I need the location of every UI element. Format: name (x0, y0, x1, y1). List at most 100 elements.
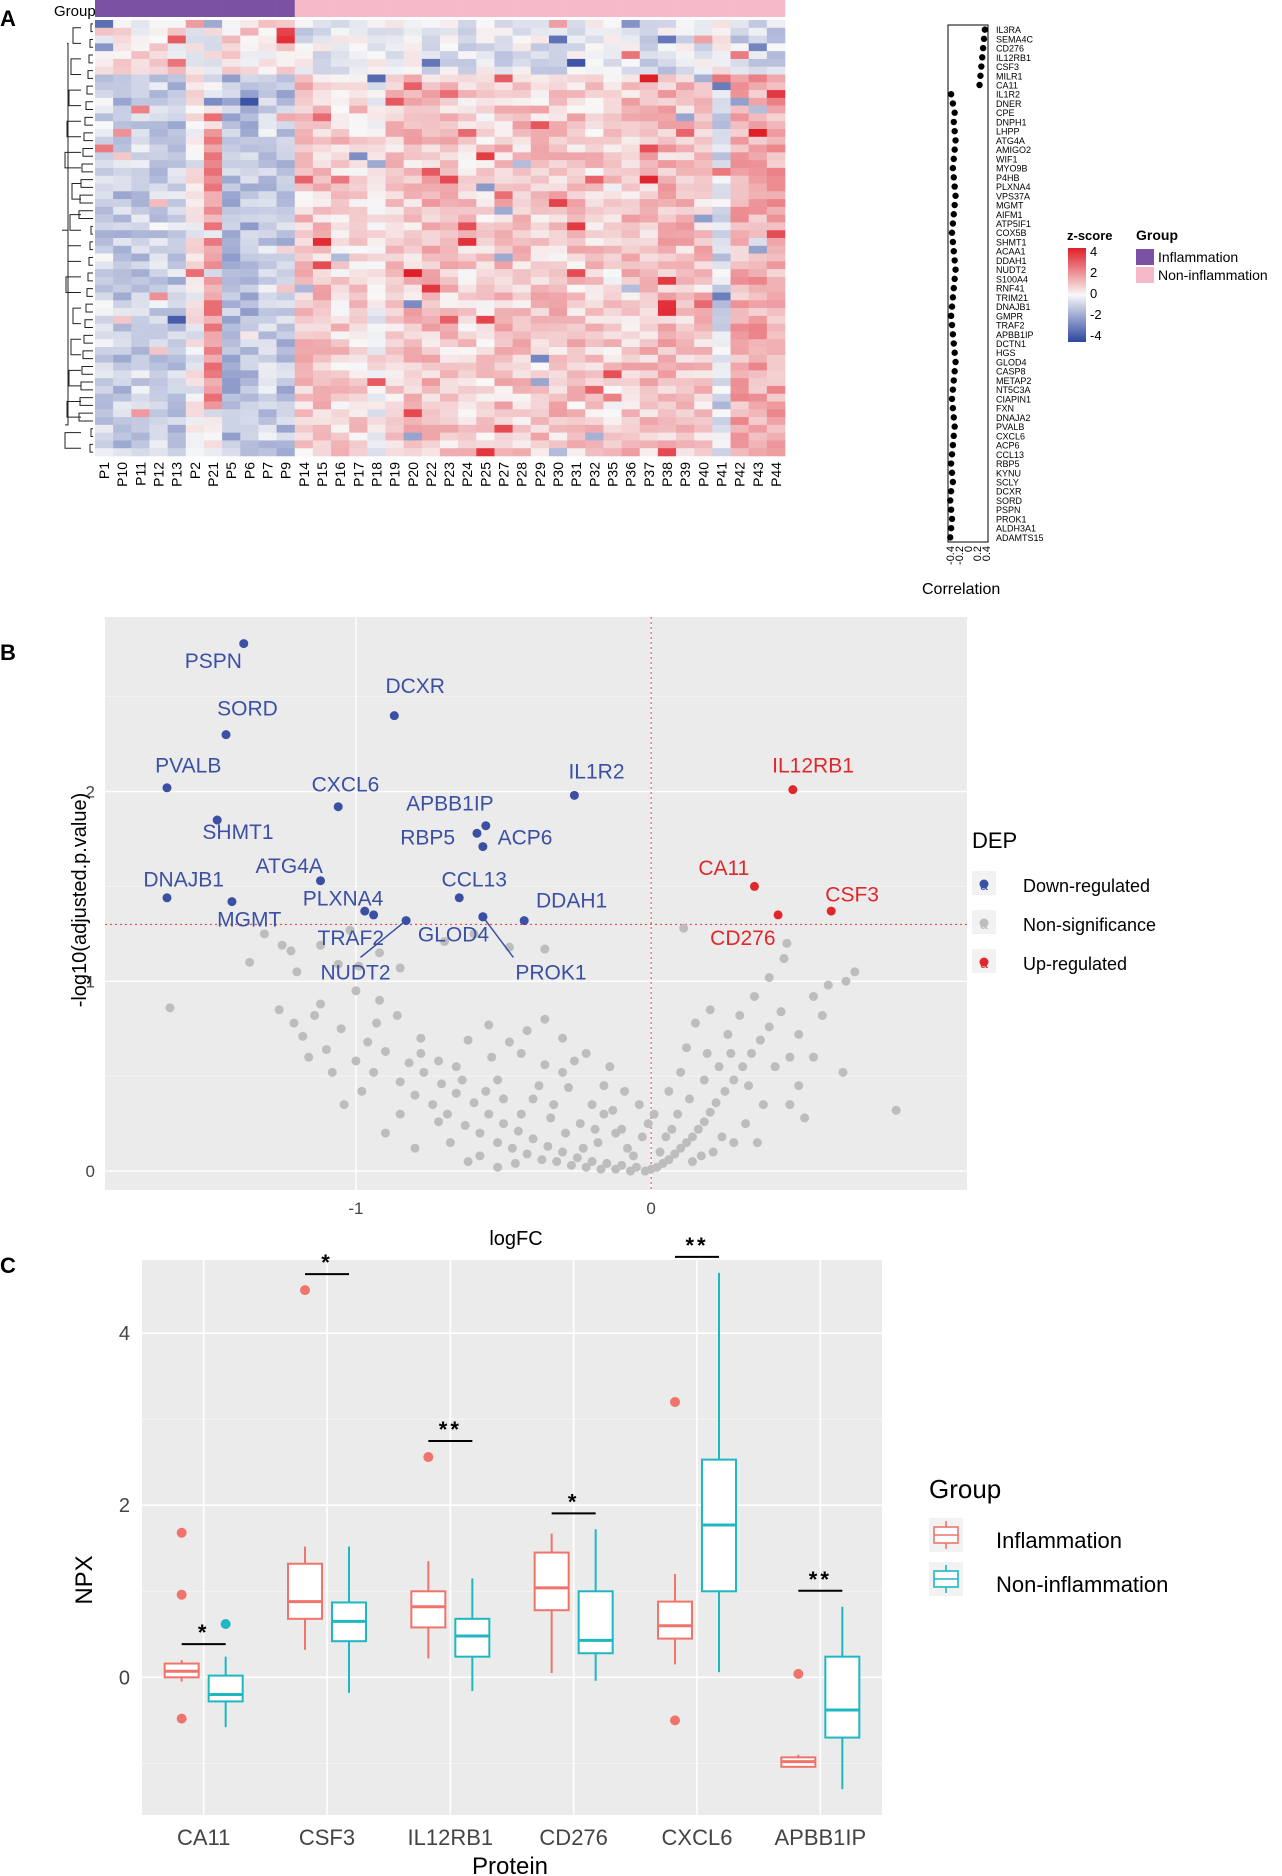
heatmap-cell (421, 121, 441, 130)
heatmap-cell (421, 230, 441, 239)
heatmap-cell (222, 417, 241, 426)
heatmap-cell (494, 331, 513, 340)
box-x-tick: CSF3 (299, 1825, 355, 1850)
heatmap-cell (530, 160, 550, 169)
heatmap-cell (603, 51, 622, 60)
dendrogram-branch (84, 319, 93, 329)
heatmap-cell (512, 191, 532, 200)
group-annotation-cell (203, 0, 223, 17)
heatmap-cell (95, 284, 114, 293)
volcano-point-ns (685, 1094, 695, 1104)
protein-label: CSF3 (996, 62, 1019, 72)
heatmap-cell (585, 424, 604, 433)
heatmap-cell (167, 401, 187, 410)
heatmap-cell (349, 97, 368, 106)
heatmap-cell (240, 401, 259, 410)
heatmap-cell (113, 230, 132, 239)
heatmap-cell (657, 401, 677, 410)
heatmap-cell (222, 199, 241, 208)
heatmap-cell (349, 362, 368, 371)
volcano-point-ns (304, 1052, 314, 1062)
correlation-point (950, 340, 957, 347)
heatmap-cell (494, 152, 513, 161)
protein-label: LHPP (996, 127, 1020, 137)
heatmap-cell (276, 276, 296, 286)
heatmap-cell (639, 214, 659, 223)
volcano-point-down (221, 730, 231, 740)
heatmap-cell (585, 129, 604, 138)
heatmap-cell (476, 144, 495, 153)
heatmap-cell (149, 136, 168, 145)
heatmap-cell (621, 417, 641, 426)
heatmap-cell (167, 362, 187, 371)
heatmap-cell (95, 183, 114, 192)
heatmap-cell (421, 214, 441, 223)
heatmap-cell (185, 105, 205, 114)
heatmap-cell (331, 245, 350, 254)
heatmap-cell (458, 206, 477, 215)
heatmap-cell (766, 253, 786, 262)
heatmap-cell (476, 175, 495, 184)
heatmap-cell (621, 136, 641, 145)
heatmap-cell (203, 35, 223, 44)
heatmap-cell (712, 370, 731, 379)
heatmap-cell (440, 269, 459, 278)
heatmap-cell (621, 339, 641, 348)
heatmap-cell (95, 222, 114, 231)
heatmap-cell (766, 261, 786, 270)
group-annotation-cell (440, 0, 459, 17)
heatmap-cell (639, 152, 659, 161)
heatmap-cell (167, 370, 187, 379)
heatmap-cell (131, 269, 150, 278)
heatmap-cell (294, 82, 314, 91)
volcano-point-ns (676, 1143, 686, 1153)
heatmap-cell (294, 323, 314, 332)
heatmap-cell (367, 167, 386, 177)
heatmap-cell (567, 74, 586, 83)
heatmap-cell (95, 378, 114, 387)
heatmap-cell (222, 20, 241, 29)
heatmap-cell (149, 51, 168, 60)
heatmap-cell (494, 401, 513, 410)
heatmap-cell (331, 222, 350, 231)
heatmap-cell (585, 308, 604, 317)
heatmap-cell (149, 424, 168, 433)
heatmap-cell (512, 66, 532, 75)
heatmap-cell (113, 113, 132, 122)
heatmap-cell (603, 331, 622, 340)
dendrogram-branch (85, 101, 93, 111)
heatmap-cell (258, 308, 277, 317)
heatmap-cell (694, 230, 713, 239)
correlation-point (949, 441, 957, 449)
heatmap-cell (639, 448, 659, 457)
heatmap-cell (621, 222, 641, 231)
heatmap-cell (730, 43, 749, 52)
heatmap-cell (185, 284, 205, 293)
zscore-legend-title: z-score (1067, 228, 1113, 243)
heatmap-cell (676, 300, 695, 309)
heatmap-cell (276, 440, 296, 449)
heatmap-cell (367, 74, 386, 83)
heatmap-cell (766, 440, 786, 449)
heatmap-cell (167, 230, 187, 239)
heatmap-cell (258, 152, 277, 161)
heatmap-cell (440, 331, 459, 340)
heatmap-cell (548, 222, 568, 231)
heatmap-cell (676, 432, 695, 441)
heatmap-cell (203, 66, 223, 75)
heatmap-cell (95, 354, 114, 363)
heatmap-cell (476, 378, 495, 387)
heatmap-cell (331, 160, 350, 169)
heatmap-cell (494, 199, 513, 208)
heatmap-cell (167, 284, 187, 293)
heatmap-cell (240, 58, 259, 68)
volcano-point-down (369, 910, 379, 920)
heatmap-cell (203, 27, 223, 36)
heatmap-cell (766, 417, 786, 426)
group-annotation-cell (276, 0, 296, 17)
heatmap-cell (349, 206, 368, 215)
heatmap-cell (222, 300, 241, 309)
heatmap-cell (222, 401, 241, 410)
heatmap-cell (694, 58, 713, 68)
volcano-point-down (360, 906, 370, 916)
